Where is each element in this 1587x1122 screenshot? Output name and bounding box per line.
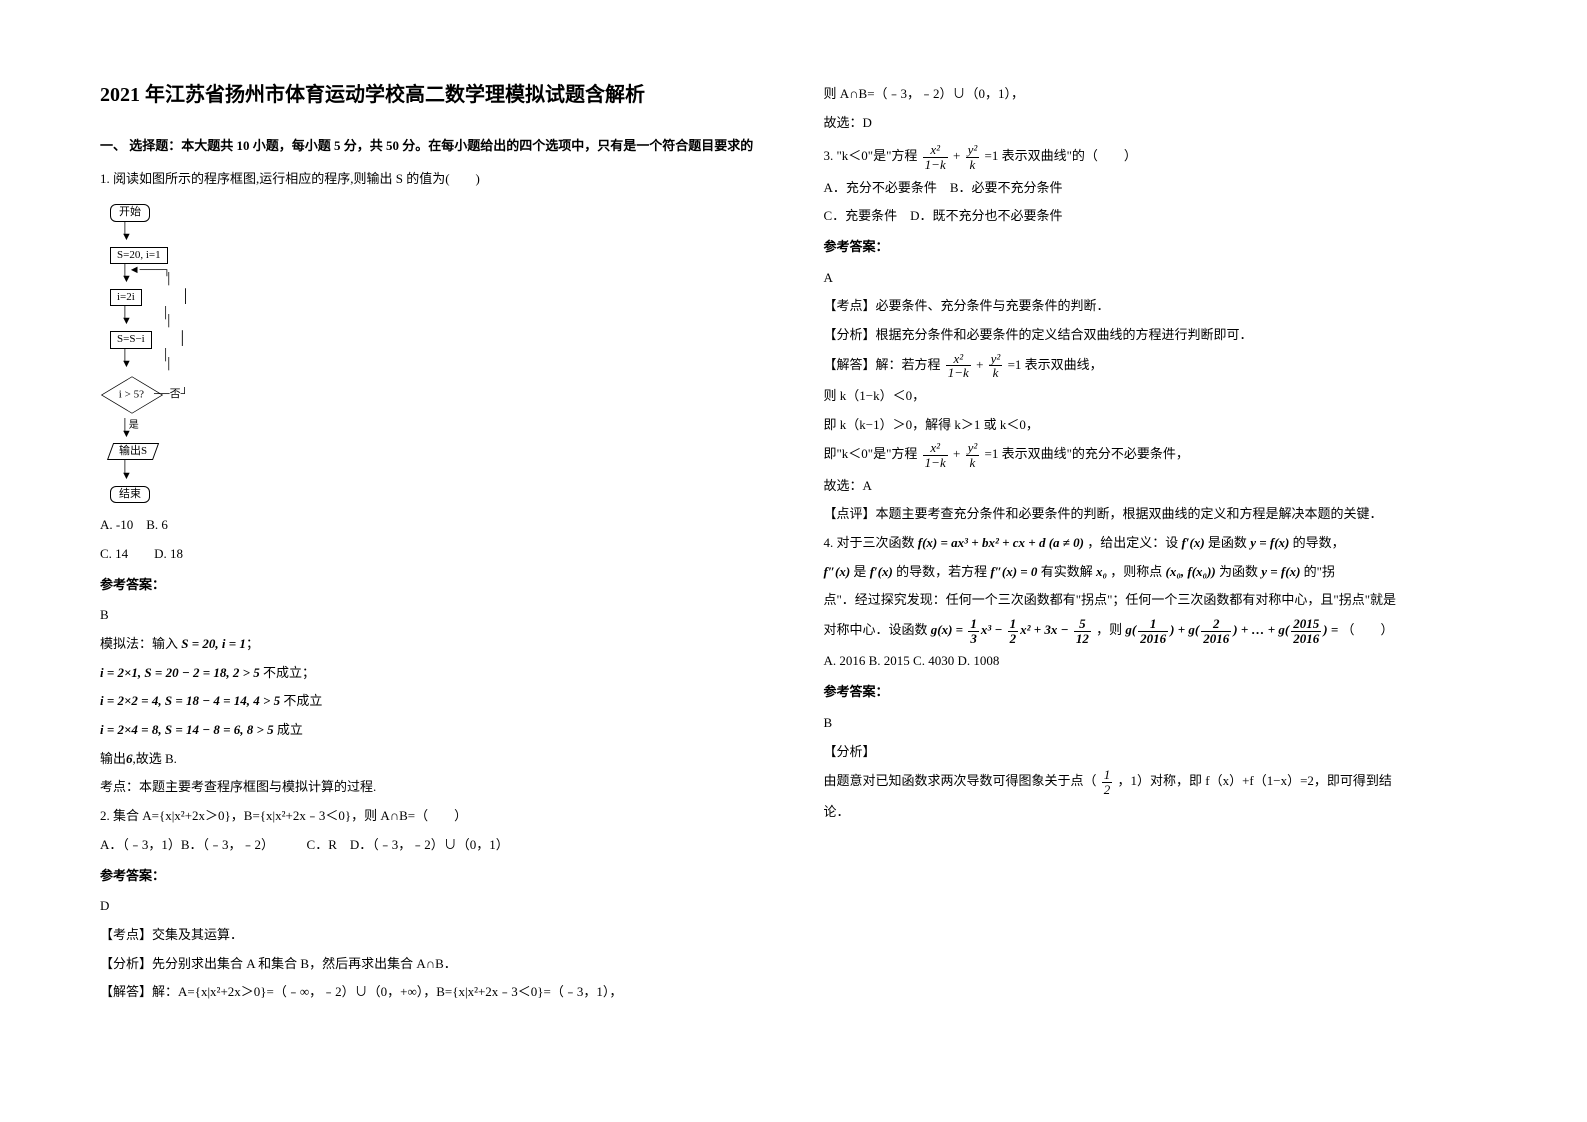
frac-icon: x²1−k <box>946 352 971 380</box>
fc-arrow: │是 ▼ <box>110 421 764 439</box>
fc-arrow: │ ▼ <box>110 463 764 481</box>
q3-sol-7: 故选：A <box>824 474 1488 499</box>
q2-sol-5: 故选：D <box>824 111 1488 136</box>
q2-sol-4: 则 A∩B=（﹣3，﹣2）∪（0，1）， <box>824 82 1488 107</box>
q4-stem-4: 对称中心．设函数 g(x) = 13x³ − 12x² + 3x − 512 ，… <box>824 617 1488 645</box>
q2-answer: D <box>100 894 764 919</box>
frac-icon: y²k <box>966 441 980 469</box>
q1-sol-1: 模拟法：输入 S = 20, i = 1； <box>100 632 764 657</box>
q3-sol-8: 【点评】本题主要考查充分条件和必要条件的判断，根据双曲线的定义和方程是解决本题的… <box>824 502 1488 527</box>
q1-opts-1: A. -10 B. 6 <box>100 513 764 538</box>
q4-sol-1: 【分析】 <box>824 740 1488 765</box>
q3-answer: A <box>824 266 1488 291</box>
fc-step2: S=S−i <box>110 331 152 348</box>
section-1-heading: 一、 选择题：本大题共 10 小题，每小题 5 分，共 50 分。在每小题给出的… <box>100 134 764 159</box>
fc-yes: 是 <box>129 420 139 431</box>
q1-sol-2: i = 2×1, S = 20 − 2 = 18, 2 > 5 不成立； <box>100 661 764 686</box>
fc-cond: i > 5? <box>110 373 154 417</box>
doc-title: 2021 年江苏省扬州市体育运动学校高二数学理模拟试题含解析 <box>100 80 764 110</box>
q1-sol-4: i = 2×4 = 8, S = 14 − 8 = 6, 8 > 5 成立 <box>100 718 764 743</box>
q2-opts: A．（﹣3，1）B．（﹣3，﹣2） C．R D．（﹣3，﹣2）∪（0，1） <box>100 833 764 858</box>
q1-answer: B <box>100 603 764 628</box>
q4-stem-3: 点"．经过探究发现：任何一个三次函数都有"拐点"；任何一个三次函数都有对称中心，… <box>824 588 1488 613</box>
fc-arrow: │ ▼ <box>110 224 764 242</box>
fc-arrow: │◄───┐ ▼ │ <box>110 266 764 284</box>
sum-expr: g(12016) + g(22016) + … + g(20152016) = <box>1125 622 1341 637</box>
q4-stem-1: 4. 对于三次函数 f(x) = ax³ + bx² + cx + d (a ≠… <box>824 531 1488 556</box>
q3-sol-1: 【考点】必要条件、充分条件与充要条件的判断． <box>824 294 1488 319</box>
fc-step1: i=2i <box>110 289 142 306</box>
q3-opt-a: A．充分不必要条件 B．必要不充分条件 <box>824 176 1488 201</box>
q1-flowchart: 开始 │ ▼ S=20, i=1 │◄───┐ ▼ │ i=2i │ │ │ ▼… <box>110 199 764 505</box>
fc-no: 否 <box>170 388 181 400</box>
fc-init: S=20, i=1 <box>110 247 168 264</box>
q2-sol-2: 【分析】先分别求出集合 A 和集合 B，然后再求出集合 A∩B． <box>100 952 764 977</box>
fc-arrow: │ │ ▼ │ <box>110 309 764 327</box>
q1-opts-2: C. 14 D. 18 <box>100 542 764 567</box>
frac-icon: x²1−k <box>923 441 948 469</box>
q3-sol-4: 则 k（1−k）＜0， <box>824 384 1488 409</box>
fc-end: 结束 <box>110 486 150 503</box>
q3-opt-c: C．充要条件 D．既不充分也不必要条件 <box>824 204 1488 229</box>
q4-sol-2: 由题意对已知函数求两次导数可得图象关于点（ 12 ，1）对称，即 f（x）+f（… <box>824 768 1488 796</box>
fc-arrow: │ │ ▼ │ <box>110 351 764 369</box>
q3-sol-5: 即 k（k−1）＞0，解得 k＞1 或 k＜0， <box>824 413 1488 438</box>
q1-sol-5: 输出6,故选 B. <box>100 747 764 772</box>
right-column: 则 A∩B=（﹣3，﹣2）∪（0，1）， 故选：D 3. "k＜0"是"方程 x… <box>824 80 1488 1082</box>
q4-opts: A. 2016 B. 2015 C. 4030 D. 1008 <box>824 649 1488 674</box>
q2-stem: 2. 集合 A={x|x²+2x＞0}，B={x|x²+2x﹣3＜0}，则 A∩… <box>100 804 764 829</box>
frac-icon: y²k <box>966 143 980 171</box>
frac-icon: 12 <box>1102 768 1113 796</box>
q1-stem: 1. 阅读如图所示的程序框图,运行相应的程序,则输出 S 的值为( ) <box>100 167 764 192</box>
q1-note: 考点：本题主要考查程序框图与模拟计算的过程. <box>100 775 764 800</box>
q3-sol-6: 即"k＜0"是"方程 x²1−k + y²k =1 表示双曲线"的充分不必要条件… <box>824 441 1488 469</box>
q2-sol-3: 【解答】解：A={x|x²+2x＞0}=（﹣∞，﹣2）∪（0，+∞），B={x|… <box>100 980 764 1005</box>
g-expr: g(x) = 13x³ − 12x² + 3x − 512 <box>931 622 1096 637</box>
q4-sol-3: 论． <box>824 800 1488 825</box>
q1-sol-3: i = 2×2 = 4, S = 18 − 4 = 14, 4 > 5 不成立 <box>100 689 764 714</box>
page-root: 2021 年江苏省扬州市体育运动学校高二数学理模拟试题含解析 一、 选择题：本大… <box>0 0 1587 1122</box>
answer-label: 参考答案： <box>824 680 1488 705</box>
fc-start: 开始 <box>110 204 150 221</box>
q3-sol-2: 【分析】根据充分条件和必要条件的定义结合双曲线的方程进行判断即可． <box>824 323 1488 348</box>
q4-stem-2: f″(x) 是 f′(x) 的导数，若方程 f″(x) = 0 有实数解 x₀ … <box>824 560 1488 585</box>
q2-sol-1: 【考点】交集及其运算． <box>100 923 764 948</box>
q4-answer: B <box>824 711 1488 736</box>
answer-label: 参考答案： <box>100 573 764 598</box>
q3-stem: 3. "k＜0"是"方程 x²1−k + y²k =1 表示双曲线"的（ ） <box>824 143 1488 171</box>
q3-sol-3: 【解答】解：若方程 x²1−k + y²k =1 表示双曲线， <box>824 352 1488 380</box>
frac-icon: y²k <box>989 352 1003 380</box>
answer-label: 参考答案： <box>824 235 1488 260</box>
left-column: 2021 年江苏省扬州市体育运动学校高二数学理模拟试题含解析 一、 选择题：本大… <box>100 80 764 1082</box>
frac-icon: x²1−k <box>923 143 948 171</box>
answer-label: 参考答案： <box>100 864 764 889</box>
fc-out: 输出S <box>107 443 159 460</box>
